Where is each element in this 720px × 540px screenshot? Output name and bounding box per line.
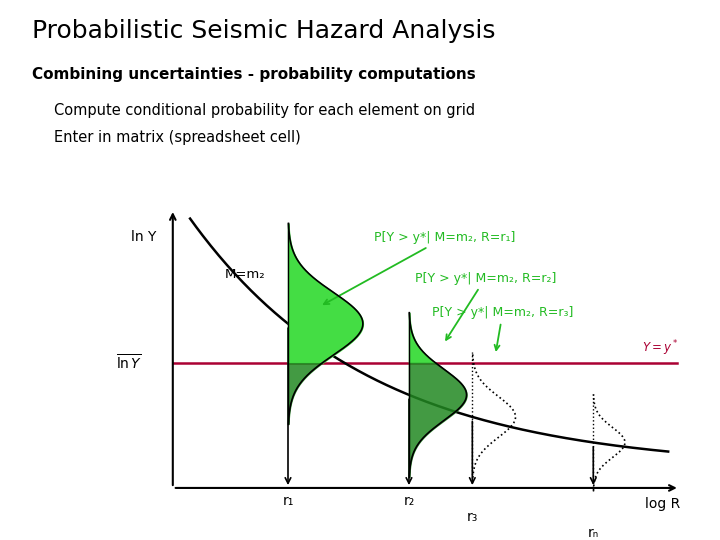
Text: Probabilistic Seismic Hazard Analysis: Probabilistic Seismic Hazard Analysis [32, 19, 496, 43]
Text: log R: log R [645, 497, 680, 511]
Text: $Y = y^*$: $Y = y^*$ [642, 339, 678, 358]
Text: Compute conditional probability for each element on grid: Compute conditional probability for each… [54, 103, 475, 118]
Text: r₃: r₃ [467, 510, 478, 524]
Text: P[Y > y*| M=m₂, R=r₃]: P[Y > y*| M=m₂, R=r₃] [432, 306, 573, 350]
Text: Combining uncertainties - probability computations: Combining uncertainties - probability co… [32, 68, 476, 83]
Text: Enter in matrix (spreadsheet cell): Enter in matrix (spreadsheet cell) [54, 130, 301, 145]
Text: $\overline{\mathrm{ln}\,Y}$: $\overline{\mathrm{ln}\,Y}$ [117, 353, 143, 372]
Text: M=m₂: M=m₂ [225, 268, 265, 281]
Text: P[Y > y*| M=m₂, R=r₂]: P[Y > y*| M=m₂, R=r₂] [415, 272, 556, 340]
Text: r₁: r₁ [282, 494, 294, 508]
Text: ln Y: ln Y [131, 231, 157, 245]
Text: P[Y > y*| M=m₂, R=r₁]: P[Y > y*| M=m₂, R=r₁] [324, 231, 516, 304]
Text: r₂: r₂ [403, 494, 415, 508]
Text: rₙ: rₙ [588, 526, 599, 540]
